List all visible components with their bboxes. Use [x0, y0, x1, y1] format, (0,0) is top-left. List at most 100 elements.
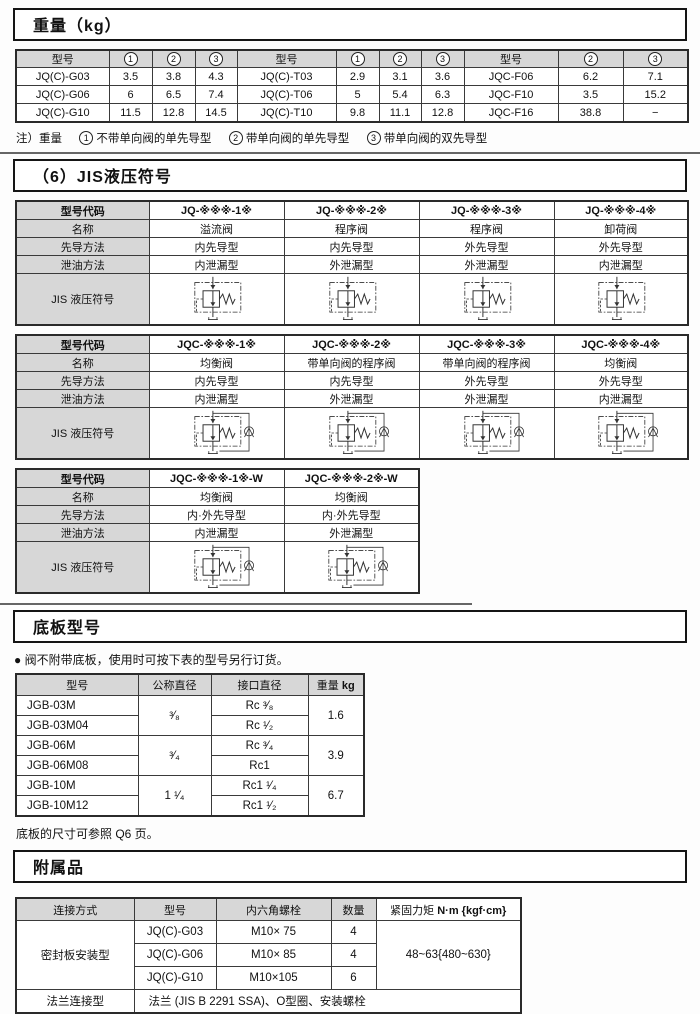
cell-connection-type: 密封板安装型: [15, 920, 135, 990]
hydraulic-symbol-relief-valve-icon: [463, 276, 511, 321]
hydraulic-symbol-valve-with-check-icon: [435, 410, 539, 456]
row-label-drain: 泄油方法: [15, 255, 150, 274]
baseplate-footnote: 底板的尺寸可参照 Q6 页。: [16, 827, 159, 841]
col-header-1: 1: [108, 49, 153, 68]
col-header-model: 型号: [236, 49, 337, 68]
cell-pilot: 内先导型: [283, 237, 420, 256]
cell-drain: 外泄漏型: [283, 255, 420, 274]
hydraulic-symbol-valve-with-check-icon: [300, 410, 404, 456]
note-text: 不带单向阀的单先导型: [96, 133, 212, 145]
cell-value: 5: [335, 85, 380, 104]
hydraulic-symbol-relief-valve-icon: [193, 276, 241, 321]
cell-name: 均衡阀: [553, 353, 689, 372]
row-label-symbol: JIS 液压符号: [15, 407, 150, 460]
cell-qty: 6: [330, 966, 377, 990]
jis-pilot-row: 先导方法 内先导型 内先导型 外先导型 外先导型: [15, 237, 689, 256]
cell-pilot: 内先导型: [283, 371, 420, 390]
cell-pilot: 内先导型: [148, 237, 285, 256]
jis-pilot-row: 先导方法 内·外先导型 内·外先导型: [15, 505, 420, 524]
cell-symbol: [418, 407, 555, 460]
circled-2: 2: [166, 52, 181, 66]
note-prefix: 注）重量: [16, 133, 62, 145]
cell-drain: 内泄漏型: [553, 389, 689, 408]
note-text: 带单向阀的双先导型: [383, 133, 488, 145]
weight-table: 型号 1 2 3 型号 1 2 3 型号 2 3 JQ(C)-G03 3.5 3…: [15, 49, 689, 123]
section-title-accessories: 附属品: [13, 850, 687, 883]
cell-weight: 6.7: [307, 775, 365, 817]
cell-symbol: [148, 407, 285, 460]
jis-table-1: 型号代码 JQ-※※※-1※ JQ-※※※-2※ JQ-※※※-3※ JQ-※※…: [15, 200, 689, 326]
cell-name: 带单向阀的程序阀: [283, 353, 420, 372]
jis-drain-row: 泄油方法 内泄漏型 外泄漏型 外泄漏型 内泄漏型: [15, 255, 689, 274]
cell-drain: 内泄漏型: [148, 523, 285, 542]
col-header-port-diameter: 接口直径: [210, 673, 309, 696]
header-torque-label: 紧固力矩: [390, 904, 435, 917]
header-weight-label: 重量: [316, 680, 339, 692]
col-header-connection: 连接方式: [15, 897, 135, 921]
cell-model: JGB-10M12: [15, 795, 139, 817]
row-label-code: 型号代码: [15, 334, 150, 354]
cell-qty: 4: [330, 920, 377, 944]
cell-pilot: 内·外先导型: [283, 505, 420, 524]
cell-name: 均衡阀: [283, 487, 420, 506]
accessories-flange-row: 法兰连接型 法兰 (JIS B 2291 SSA)、O型圈、安装螺栓: [15, 989, 522, 1014]
cell-bolt: M10× 75: [215, 920, 332, 944]
cell-pilot: 外先导型: [553, 371, 689, 390]
jis-code-row: 型号代码 JQC-※※※-1※ JQC-※※※-2※ JQC-※※※-3※ JQ…: [15, 334, 689, 354]
row-label-pilot: 先导方法: [15, 371, 150, 390]
cell-symbol: [283, 407, 420, 460]
cell-torque: 48~63{480~630}: [375, 920, 522, 990]
col-header-weight: 重量 kg: [307, 673, 365, 696]
cell-weight: 3.9: [307, 735, 365, 776]
circled-1: 1: [123, 52, 138, 66]
circled-3: 3: [435, 52, 450, 66]
cell-name: 卸荷阀: [553, 219, 689, 238]
cell-name: 程序阀: [283, 219, 420, 238]
cell-model: JGB-03M: [15, 695, 139, 716]
row-label-code: 型号代码: [15, 200, 150, 220]
cell-model: JQC-F16: [463, 103, 559, 123]
cell-model: JQ(C)-G03: [133, 920, 217, 944]
circled-3: 3: [366, 131, 381, 145]
row-label-drain: 泄油方法: [15, 523, 150, 542]
cell-drain: 内泄漏型: [148, 389, 285, 408]
row-label-name: 名称: [15, 487, 150, 506]
cell-name: 溢流阀: [148, 219, 285, 238]
section-title-baseplate: 底板型号: [13, 610, 687, 643]
cell-name: 均衡阀: [148, 487, 285, 506]
catalog-page: { "weight": { "title": "重量（kg）", "model_…: [0, 8, 700, 1014]
jis-code-row: 型号代码 JQ-※※※-1※ JQ-※※※-2※ JQ-※※※-3※ JQ-※※…: [15, 200, 689, 220]
note-item: 1 不带单向阀的单先导型: [79, 131, 212, 145]
hydraulic-symbol-valve-with-check-icon: [569, 410, 673, 456]
cell-value: 3.1: [378, 67, 422, 86]
cell-model: JQC-F06: [463, 67, 559, 86]
jis-symbol-row: JIS 液压符号: [15, 407, 689, 460]
cell-nominal: 1 ¹⁄₄: [137, 775, 212, 817]
cell-qty: 4: [330, 943, 377, 967]
cell-pilot: 内先导型: [148, 371, 285, 390]
row-label-pilot: 先导方法: [15, 505, 150, 524]
cell-value: 11.5: [108, 103, 153, 123]
cell-bolt: M10×105: [215, 966, 332, 990]
baseplate-row: JGB-06M ³⁄₄ Rc ³⁄₄ 3.9: [15, 735, 365, 776]
header-torque-unit: N·m {kgf·cm}: [437, 904, 507, 917]
cell-value: 9.8: [335, 103, 380, 123]
cell-code: JQ-※※※-4※: [553, 200, 689, 220]
cell-code: JQC-※※※-2※-W: [283, 468, 420, 488]
cell-model: JQ(C)-G06: [15, 85, 110, 104]
note-text: 带单向阀的单先导型: [245, 133, 350, 145]
cell-code: JQC-※※※-1※-W: [148, 468, 285, 488]
jis-table-3: 型号代码 JQC-※※※-1※-W JQC-※※※-2※-W 名称 均衡阀 均衡…: [15, 468, 420, 594]
cell-pilot: 内·外先导型: [148, 505, 285, 524]
jis-symbol-row: JIS 液压符号: [15, 273, 689, 326]
cell-value: 5.4: [378, 85, 422, 104]
jis-code-row: 型号代码 JQC-※※※-1※-W JQC-※※※-2※-W: [15, 468, 420, 488]
cell-symbol: [148, 541, 285, 594]
cell-model: JQ(C)-T03: [236, 67, 337, 86]
cell-pilot: 外先导型: [553, 237, 689, 256]
baseplate-header-row: 型号 公称直径 接口直径 重量 kg: [15, 673, 365, 696]
cell-bolt: M10× 85: [215, 943, 332, 967]
cell-port: Rc ¹⁄₂: [210, 715, 309, 736]
cell-model: JQC-F10: [463, 85, 559, 104]
cell-value: 3.5: [557, 85, 624, 104]
